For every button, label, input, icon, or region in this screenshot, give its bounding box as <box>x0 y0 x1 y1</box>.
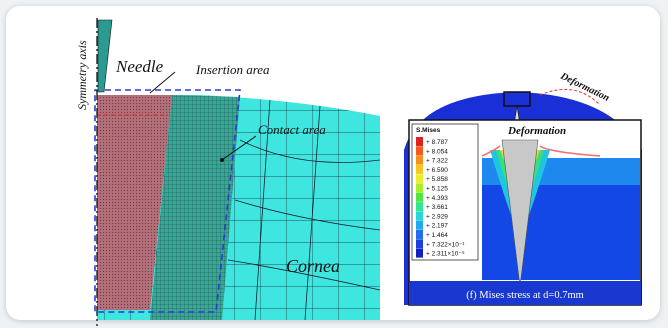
needle <box>98 20 112 92</box>
legend-label: + 1.464 <box>426 232 448 239</box>
cornea-label: Cornea <box>286 256 340 276</box>
legend-swatch <box>416 230 423 239</box>
page: Symmetry axis Needle Insertion area Cont… <box>0 0 668 328</box>
legend-swatch <box>416 174 423 183</box>
legend-swatch <box>416 165 423 174</box>
deformation-label: Deformation <box>507 125 566 137</box>
legend-swatch <box>416 211 423 220</box>
mesh-panel: Symmetry axis Needle Insertion area Cont… <box>75 18 380 326</box>
legend-label: + 7.322×10⁻¹ <box>426 241 465 248</box>
legend-label: + 4.393 <box>426 195 448 202</box>
legend-swatch <box>416 184 423 193</box>
legend-title: S.Mises <box>416 127 441 134</box>
axis-label: Symmetry axis <box>75 40 89 110</box>
needle-label: Needle <box>115 57 164 76</box>
legend-label: + 5.858 <box>426 176 448 183</box>
legend-label: + 2.929 <box>426 213 448 220</box>
legend-label: + 5.125 <box>426 186 448 193</box>
legend-swatch <box>416 137 423 146</box>
legend-label: + 3.661 <box>426 204 448 211</box>
legend-label: + 7.322 <box>426 158 448 165</box>
caption: (f) Mises stress at d=0.7mm <box>466 290 584 301</box>
legend-label: + 2.197 <box>426 223 448 230</box>
legend-label: + 8.787 <box>426 139 448 146</box>
legend-label: + 2.311×10⁻⁹ <box>426 251 465 258</box>
legend-label: + 8.054 <box>426 148 448 155</box>
legend-swatch <box>416 193 423 202</box>
figure: Symmetry axis Needle Insertion area Cont… <box>0 0 668 328</box>
leader-dot <box>220 158 224 162</box>
legend-label: + 6.590 <box>426 167 448 174</box>
stress-panel: Deformation Deformation (f) Mises stress… <box>404 70 642 305</box>
legend-swatch <box>416 249 423 258</box>
contact-label: Contact area <box>258 122 326 137</box>
legend-swatch <box>416 239 423 248</box>
legend-swatch <box>416 146 423 155</box>
legend-swatch <box>416 156 423 165</box>
legend-swatch <box>416 202 423 211</box>
insertion-label: Insertion area <box>195 62 270 77</box>
legend-swatch <box>416 221 423 230</box>
